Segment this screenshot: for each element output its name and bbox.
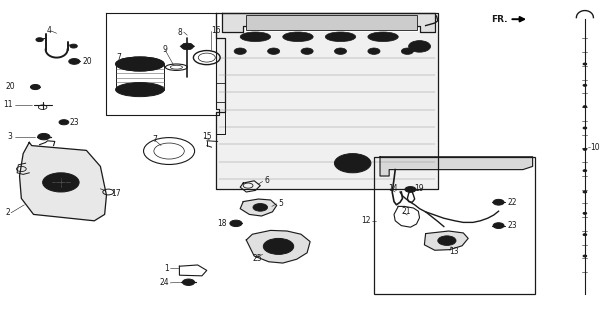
Text: 17: 17: [111, 189, 120, 198]
Ellipse shape: [283, 32, 313, 42]
Text: 21: 21: [401, 207, 411, 216]
Polygon shape: [246, 230, 310, 263]
Circle shape: [192, 46, 195, 47]
Text: 23: 23: [70, 118, 80, 127]
Text: 7: 7: [152, 135, 157, 144]
Circle shape: [583, 191, 587, 193]
Text: 7: 7: [117, 53, 122, 62]
Text: 5: 5: [278, 199, 283, 208]
Text: 10: 10: [590, 143, 599, 152]
Circle shape: [583, 234, 587, 236]
Circle shape: [583, 148, 587, 150]
Text: 3: 3: [7, 132, 12, 141]
Text: 25: 25: [253, 254, 263, 263]
Circle shape: [253, 204, 268, 211]
Bar: [246, 15, 416, 30]
Text: 2: 2: [5, 208, 10, 217]
Circle shape: [334, 48, 347, 54]
Circle shape: [438, 236, 456, 245]
Text: 14: 14: [388, 184, 398, 193]
Text: 1: 1: [164, 264, 169, 273]
Circle shape: [334, 154, 371, 173]
Text: 9: 9: [163, 45, 168, 54]
Circle shape: [38, 133, 50, 140]
Circle shape: [263, 238, 294, 254]
Circle shape: [493, 223, 504, 228]
Circle shape: [189, 48, 192, 49]
Text: 20: 20: [5, 82, 15, 91]
Circle shape: [182, 279, 195, 285]
Text: 24: 24: [159, 278, 169, 287]
Text: 23: 23: [507, 221, 517, 230]
Circle shape: [230, 220, 242, 227]
Text: 6: 6: [264, 176, 269, 185]
Circle shape: [401, 48, 413, 54]
Circle shape: [583, 212, 587, 214]
Circle shape: [405, 187, 416, 192]
Text: 8: 8: [178, 28, 182, 36]
Circle shape: [583, 63, 587, 65]
Polygon shape: [216, 32, 438, 189]
Text: 20: 20: [83, 57, 92, 66]
Text: 19: 19: [415, 184, 424, 193]
Text: 11: 11: [2, 100, 12, 109]
Text: 13: 13: [449, 247, 458, 256]
Circle shape: [301, 48, 313, 54]
Circle shape: [189, 44, 192, 45]
Polygon shape: [380, 157, 533, 176]
Polygon shape: [424, 231, 468, 250]
Circle shape: [583, 84, 587, 86]
Circle shape: [183, 48, 185, 49]
Circle shape: [583, 106, 587, 108]
Ellipse shape: [368, 32, 398, 42]
Text: 22: 22: [507, 198, 517, 207]
Circle shape: [30, 84, 40, 90]
Circle shape: [234, 48, 246, 54]
Text: 18: 18: [216, 220, 226, 228]
Circle shape: [268, 48, 280, 54]
Ellipse shape: [240, 32, 271, 42]
Circle shape: [36, 38, 43, 42]
Circle shape: [493, 199, 504, 205]
Circle shape: [43, 173, 79, 192]
Circle shape: [69, 59, 80, 64]
Circle shape: [180, 46, 182, 47]
Text: 4: 4: [46, 26, 51, 35]
Text: FR.: FR.: [491, 15, 508, 24]
Circle shape: [181, 43, 193, 50]
Circle shape: [368, 48, 380, 54]
Polygon shape: [222, 13, 435, 32]
Circle shape: [409, 41, 430, 52]
Text: 12: 12: [361, 216, 371, 225]
Ellipse shape: [116, 83, 164, 97]
Circle shape: [183, 44, 185, 45]
Text: 15: 15: [202, 132, 212, 141]
Circle shape: [59, 120, 69, 125]
Polygon shape: [240, 199, 277, 216]
Polygon shape: [19, 142, 106, 221]
Bar: [374, 157, 535, 294]
Ellipse shape: [116, 57, 164, 71]
Circle shape: [583, 170, 587, 172]
Ellipse shape: [325, 32, 356, 42]
Circle shape: [583, 127, 587, 129]
Circle shape: [583, 255, 587, 257]
Text: 16: 16: [211, 26, 221, 35]
Circle shape: [70, 44, 77, 48]
